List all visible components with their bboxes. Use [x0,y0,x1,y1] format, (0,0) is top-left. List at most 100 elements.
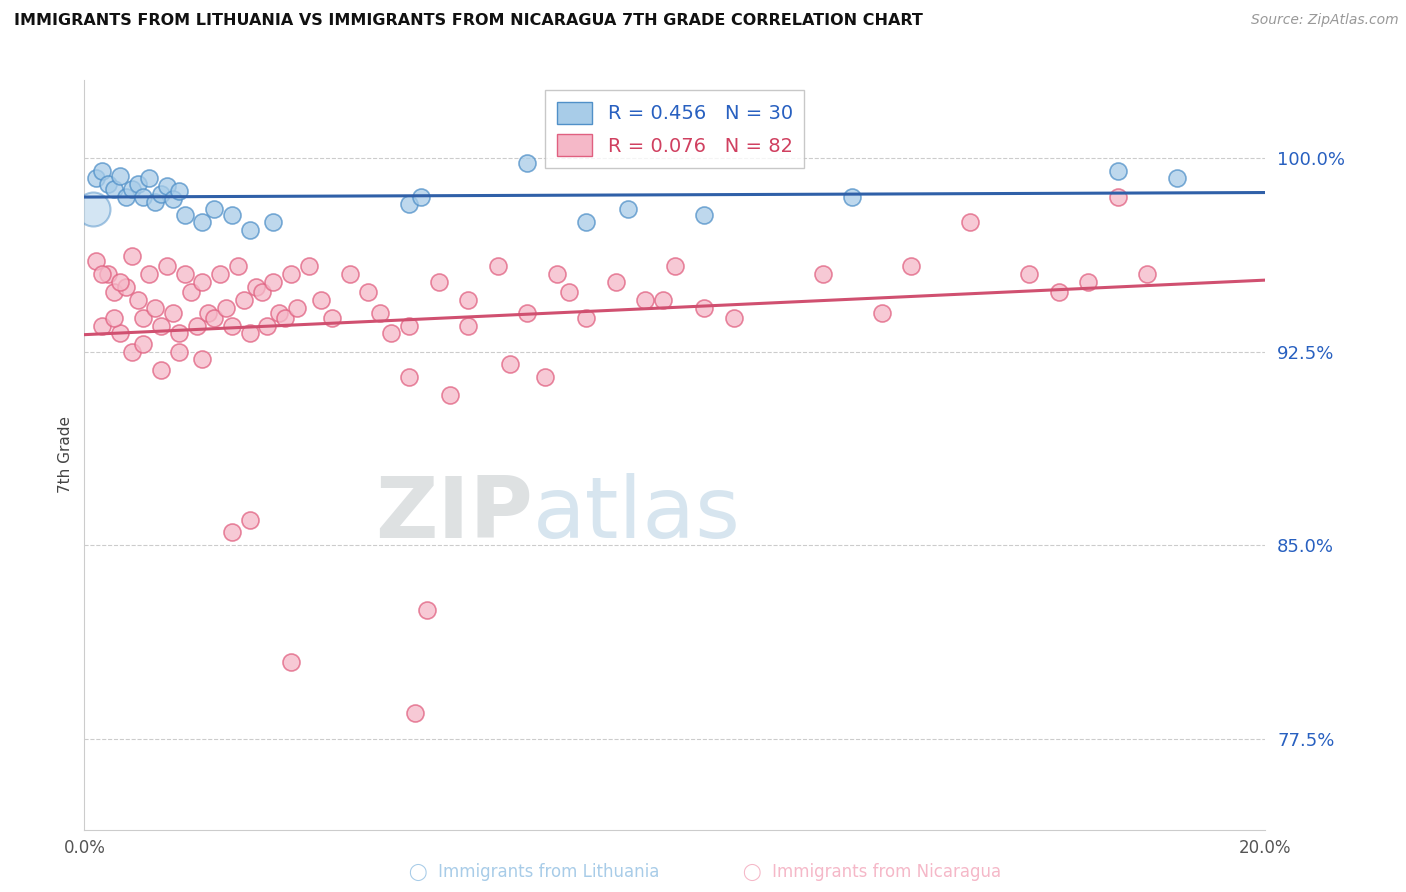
Point [652,293,675,307]
Point [398,318,420,333]
Point [191,352,214,367]
Point [409,189,432,203]
Point [250,285,273,300]
Point [97,267,120,281]
Point [245,280,267,294]
Point [368,306,391,320]
Legend: R = 0.456   N = 30, R = 0.076   N = 82: R = 0.456 N = 30, R = 0.076 N = 82 [546,90,804,168]
Point [150,362,173,376]
Point [439,388,461,402]
Point [498,358,520,372]
Point [156,260,179,274]
Point [221,208,243,222]
Point [416,603,439,617]
Point [103,310,125,325]
Point [811,267,834,281]
Point [215,301,238,315]
Point [143,301,166,315]
Point [398,197,420,211]
Point [280,655,302,669]
Point [427,275,450,289]
Point [108,169,131,183]
Point [575,310,598,325]
Point [84,254,107,268]
Point [693,301,716,315]
Point [870,306,893,320]
Point [1077,275,1099,289]
Point [1107,189,1129,203]
Point [150,318,173,333]
Point [226,260,249,274]
Point [269,306,291,320]
Point [173,267,195,281]
Point [114,280,136,294]
Point [132,189,155,203]
Point [114,189,136,203]
Point [634,293,657,307]
Point [127,293,149,307]
Point [900,260,922,274]
Point [121,249,143,263]
Point [1018,267,1040,281]
Text: IMMIGRANTS FROM LITHUANIA VS IMMIGRANTS FROM NICARAGUA 7TH GRADE CORRELATION CHA: IMMIGRANTS FROM LITHUANIA VS IMMIGRANTS … [14,13,922,29]
Y-axis label: 7th Grade: 7th Grade [58,417,73,493]
Text: Source: ZipAtlas.com: Source: ZipAtlas.com [1251,13,1399,28]
Point [1107,163,1129,178]
Point [132,336,155,351]
Point [262,275,284,289]
Point [138,267,160,281]
Point [616,202,638,217]
Point [167,344,190,359]
Point [516,306,538,320]
Point [298,260,321,274]
Point [209,267,232,281]
Point [127,177,149,191]
Point [108,275,131,289]
Point [186,318,208,333]
Point [1047,285,1070,300]
Point [103,182,125,196]
Text: ZIP: ZIP [375,474,533,557]
Point [380,326,402,341]
Point [191,275,214,289]
Point [103,285,125,300]
Text: ◯  Immigrants from Lithuania: ◯ Immigrants from Lithuania [409,863,659,881]
Point [1166,171,1188,186]
Point [605,275,627,289]
Point [723,310,745,325]
Point [339,267,361,281]
Point [97,177,120,191]
Point [404,706,426,721]
Point [121,182,143,196]
Point [150,186,173,201]
Point [841,189,863,203]
Point [321,310,343,325]
Point [516,156,538,170]
Point [221,318,243,333]
Point [156,179,179,194]
Point [357,285,380,300]
Point [162,306,184,320]
Point [167,326,190,341]
Point [173,208,195,222]
Point [262,215,284,229]
Point [693,208,716,222]
Point [398,370,420,384]
Point [664,260,686,274]
Point [197,306,219,320]
Point [256,318,278,333]
Text: atlas: atlas [533,474,741,557]
Point [959,215,981,229]
Point [132,310,155,325]
Point [221,525,243,540]
Point [274,310,297,325]
Point [534,370,557,384]
Point [1136,267,1159,281]
Point [575,215,598,229]
Point [239,512,262,526]
Point [239,326,262,341]
Point [202,310,225,325]
Point [285,301,308,315]
Point [557,285,579,300]
Point [91,318,114,333]
